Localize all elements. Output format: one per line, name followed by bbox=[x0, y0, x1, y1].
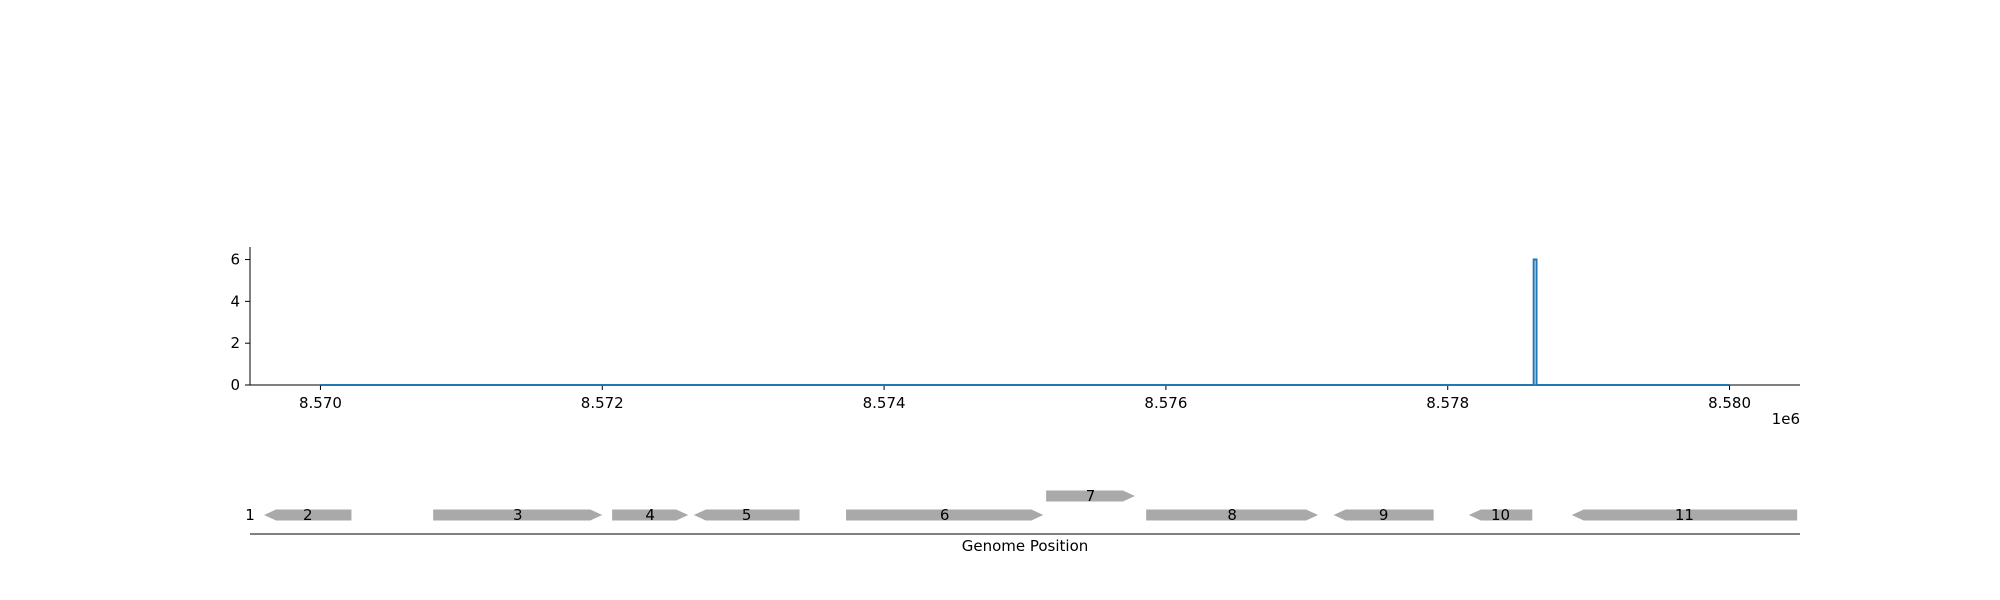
gene-track: 1 2 3 4 5 6 7 8 9 10 11 bbox=[245, 487, 1800, 535]
gene-arrow bbox=[1046, 490, 1135, 502]
gene-11: 11 bbox=[1571, 506, 1798, 524]
coverage-plot: 8.570 8.572 8.574 8.576 8.578 8.580 0 2 4 6 bbox=[230, 247, 1800, 412]
gene-label: 11 bbox=[1675, 506, 1694, 524]
x-tick-label: 8.578 bbox=[1426, 394, 1469, 412]
gene-label: 8 bbox=[1227, 506, 1237, 524]
gene-10: 10 bbox=[1468, 506, 1533, 524]
y-tick-label: 0 bbox=[230, 376, 240, 394]
gene-track-xlabel: Genome Position bbox=[962, 537, 1089, 555]
gene-arrow bbox=[612, 509, 689, 521]
x-tick-label: 8.574 bbox=[863, 394, 906, 412]
gene-8: 8 bbox=[1146, 506, 1319, 524]
gene-4: 4 bbox=[612, 506, 689, 524]
gene-7: 7 bbox=[1046, 487, 1135, 505]
coverage-line bbox=[320, 258, 1730, 386]
gene-label: 3 bbox=[513, 506, 523, 524]
gene-label: 6 bbox=[940, 506, 950, 524]
x-tick-label: 8.580 bbox=[1708, 394, 1751, 412]
y-tick-label: 2 bbox=[230, 334, 240, 352]
y-tick-label: 6 bbox=[230, 251, 240, 269]
gene-9: 9 bbox=[1333, 506, 1434, 524]
gene-arrow bbox=[846, 509, 1044, 521]
gene-label: 5 bbox=[742, 506, 752, 524]
gene-2: 2 bbox=[264, 506, 352, 524]
gene-arrow bbox=[1468, 509, 1533, 521]
gene-label: 10 bbox=[1491, 506, 1510, 524]
gene-arrow bbox=[433, 509, 603, 521]
gene-3: 3 bbox=[433, 506, 603, 524]
gene-arrow bbox=[264, 509, 352, 521]
gene-arrow bbox=[1333, 509, 1434, 521]
gene-label: 9 bbox=[1379, 506, 1389, 524]
gene-arrow bbox=[1146, 509, 1319, 521]
gene-label: 4 bbox=[645, 506, 655, 524]
gene-label: 1 bbox=[245, 506, 255, 524]
x-tick-label: 8.576 bbox=[1144, 394, 1187, 412]
gene-label: 7 bbox=[1086, 487, 1096, 505]
gene-label: 2 bbox=[303, 506, 313, 524]
gene-6: 6 bbox=[846, 506, 1044, 524]
x-scale-label: 1e6 bbox=[1772, 410, 1800, 428]
gene-arrow bbox=[1571, 509, 1798, 521]
x-tick-label: 8.572 bbox=[581, 394, 624, 412]
gene-arrow bbox=[693, 509, 800, 521]
y-tick-label: 4 bbox=[230, 292, 240, 310]
gene-5: 5 bbox=[693, 506, 800, 524]
gene-1: 1 bbox=[245, 506, 255, 524]
x-tick-label: 8.570 bbox=[299, 394, 342, 412]
